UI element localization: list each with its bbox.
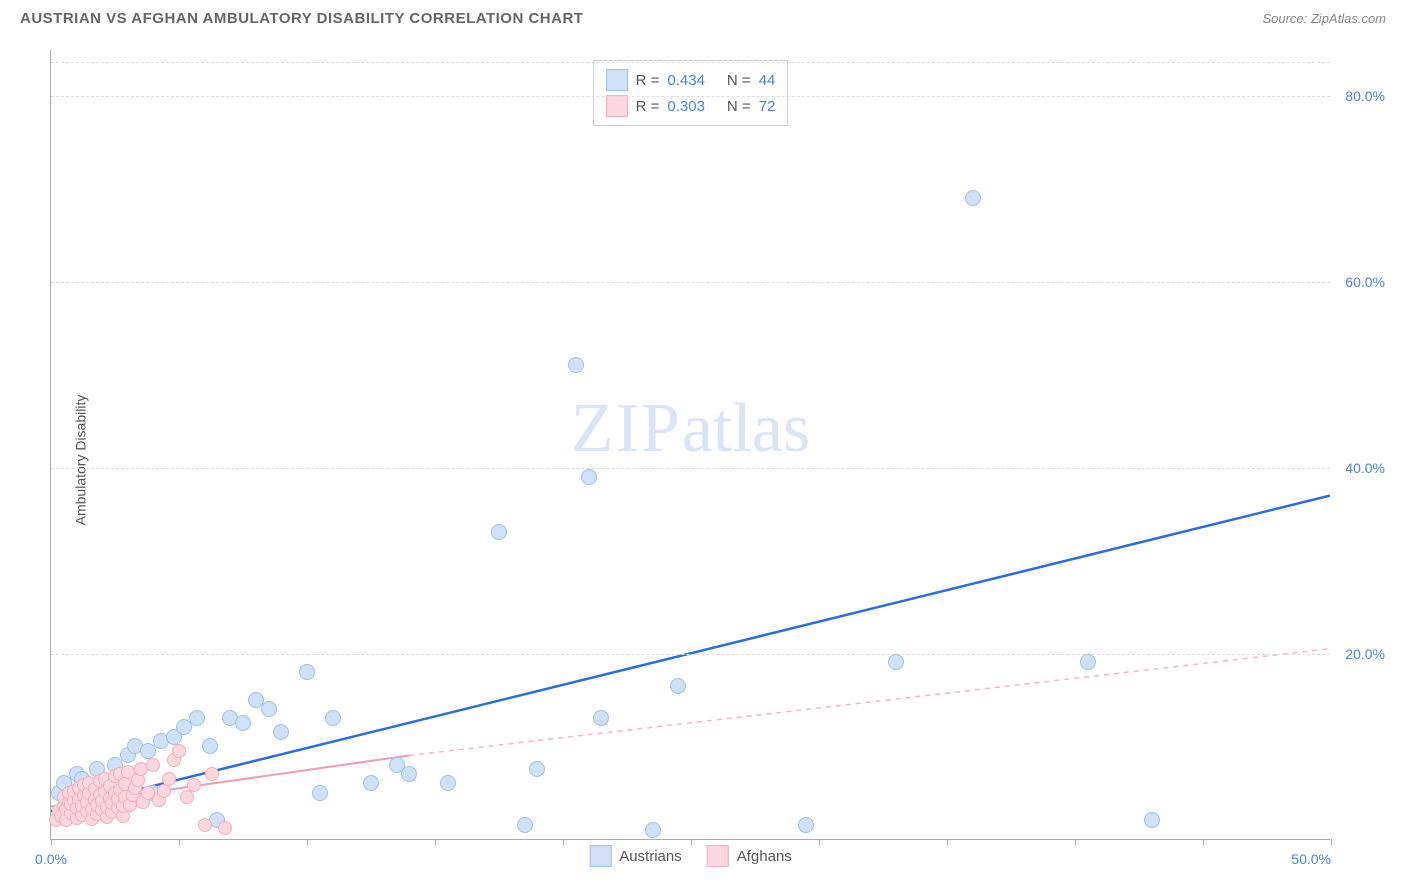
data-point	[568, 357, 584, 373]
data-point	[261, 701, 277, 717]
x-tick-label: 0.0%	[35, 851, 67, 867]
x-tick	[563, 839, 564, 845]
data-point	[529, 761, 545, 777]
legend-row: R = 0.434 N = 44	[606, 67, 776, 93]
legend-n-label: N =	[727, 98, 751, 115]
grid-line	[51, 654, 1330, 655]
legend-swatch	[606, 95, 628, 117]
x-tick	[1075, 839, 1076, 845]
legend-r-value: 0.303	[667, 98, 705, 115]
data-point	[218, 821, 232, 835]
correlation-legend: R = 0.434 N = 44 R = 0.303 N = 72	[593, 60, 789, 126]
data-point	[491, 524, 507, 540]
data-point	[440, 775, 456, 791]
data-point	[645, 822, 661, 838]
data-point	[187, 778, 201, 792]
data-point	[581, 469, 597, 485]
x-tick	[819, 839, 820, 845]
data-point	[1080, 654, 1096, 670]
data-point	[157, 784, 171, 798]
legend-swatch	[589, 845, 611, 867]
legend-label: Austrians	[619, 848, 682, 865]
data-point	[205, 767, 219, 781]
data-point	[180, 790, 194, 804]
legend-r-label: R =	[636, 72, 660, 89]
data-point	[146, 758, 160, 772]
y-tick-label: 20.0%	[1345, 646, 1385, 662]
x-tick	[307, 839, 308, 845]
data-point	[517, 817, 533, 833]
grid-line	[51, 468, 1330, 469]
watermark-light: atlas	[682, 390, 810, 467]
legend-r-label: R =	[636, 98, 660, 115]
legend-n-value: 72	[759, 98, 776, 115]
x-tick	[1203, 839, 1204, 845]
data-point	[235, 715, 251, 731]
legend-swatch	[606, 69, 628, 91]
grid-line	[51, 282, 1330, 283]
data-point	[198, 818, 212, 832]
data-point	[965, 190, 981, 206]
series-legend: Austrians Afghans	[589, 845, 792, 867]
legend-item: Afghans	[707, 845, 792, 867]
data-point	[202, 738, 218, 754]
data-point	[299, 664, 315, 680]
data-point	[1144, 812, 1160, 828]
chart-container: Ambulatory Disability ZIPatlas R = 0.434…	[50, 50, 1380, 870]
data-point	[273, 724, 289, 740]
x-tick-label: 50.0%	[1291, 851, 1331, 867]
x-tick	[435, 839, 436, 845]
x-tick	[947, 839, 948, 845]
legend-n-value: 44	[759, 72, 776, 89]
y-tick-label: 80.0%	[1345, 88, 1385, 104]
legend-label: Afghans	[737, 848, 792, 865]
data-point	[401, 766, 417, 782]
x-tick	[1331, 839, 1332, 845]
data-point	[670, 678, 686, 694]
y-tick-label: 40.0%	[1345, 460, 1385, 476]
source-attribution: Source: ZipAtlas.com	[1262, 11, 1386, 26]
grid-line	[51, 96, 1330, 97]
data-point	[189, 710, 205, 726]
watermark: ZIPatlas	[571, 389, 810, 469]
x-tick	[179, 839, 180, 845]
data-point	[798, 817, 814, 833]
legend-n-label: N =	[727, 72, 751, 89]
data-point	[162, 772, 176, 786]
data-point	[172, 744, 186, 758]
data-point	[593, 710, 609, 726]
plot-area: ZIPatlas R = 0.434N = 44R = 0.303N = 72 …	[50, 50, 1330, 840]
data-point	[312, 785, 328, 801]
y-tick-label: 60.0%	[1345, 274, 1385, 290]
watermark-bold: ZIP	[571, 390, 682, 467]
data-point	[363, 775, 379, 791]
grid-line	[51, 62, 1330, 63]
x-tick	[691, 839, 692, 845]
legend-item: Austrians	[589, 845, 682, 867]
data-point	[888, 654, 904, 670]
legend-r-value: 0.434	[667, 72, 705, 89]
legend-swatch	[707, 845, 729, 867]
x-tick	[51, 839, 52, 845]
chart-title: AUSTRIAN VS AFGHAN AMBULATORY DISABILITY…	[20, 10, 583, 27]
data-point	[325, 710, 341, 726]
